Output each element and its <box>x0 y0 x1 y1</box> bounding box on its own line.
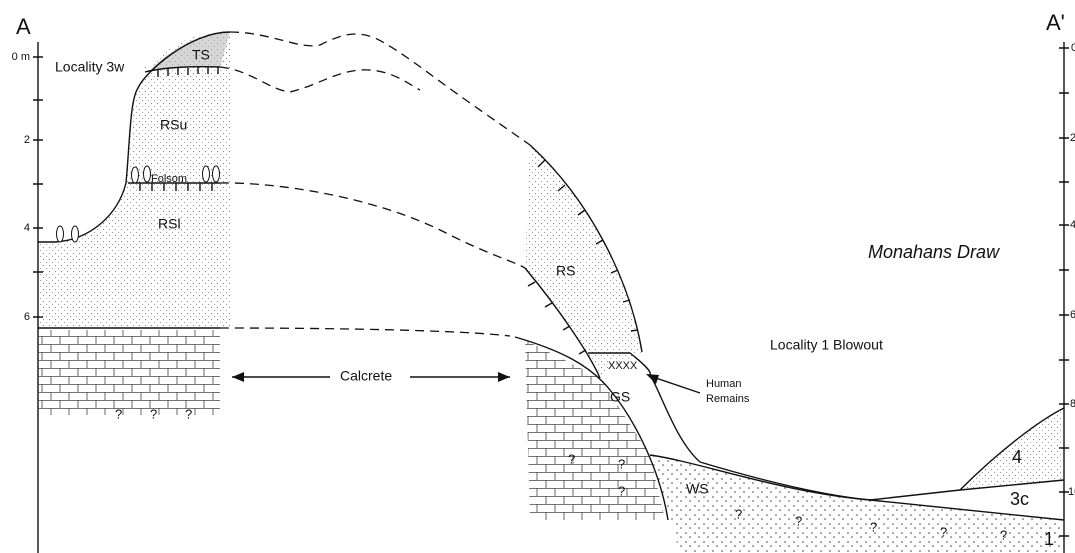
unit-4 <box>870 408 1064 500</box>
label: Locality 3w <box>55 59 125 75</box>
label: 4 <box>1012 447 1022 467</box>
scale-label: 10 <box>1068 486 1075 498</box>
scale-label: 0 m <box>1071 42 1075 54</box>
label: RSl <box>158 216 181 232</box>
label: TS <box>192 47 210 63</box>
question-mark: ? <box>1000 527 1007 542</box>
label: Human <box>706 378 741 390</box>
label: Folsom <box>151 173 187 185</box>
scale-label: 0 m <box>12 51 30 63</box>
label: 1 <box>1044 529 1054 549</box>
label: Monahans Draw <box>868 242 1000 262</box>
folsom-icons <box>56 165 220 243</box>
label: XXXX <box>608 360 638 372</box>
label: 3c <box>1010 489 1029 509</box>
label: WS <box>686 481 709 497</box>
scale-label: 8 <box>1070 398 1075 410</box>
section-start: A <box>16 14 31 39</box>
question-mark: ? <box>115 406 122 421</box>
label: Calcrete <box>340 368 392 384</box>
rs-unit <box>525 145 642 375</box>
label: GS <box>610 389 630 405</box>
scale-label: 2 <box>24 134 30 146</box>
question-mark: ? <box>618 483 625 498</box>
calcrete-right <box>525 340 665 520</box>
question-mark: ? <box>735 506 742 521</box>
section-end: A' <box>1046 10 1065 35</box>
scale-label: 6 <box>24 311 30 323</box>
question-marks: ? ? ? ? ? ? ? ? ? ? ? <box>115 406 1007 542</box>
question-mark: ? <box>618 456 625 471</box>
question-mark: ? <box>185 406 192 421</box>
label: RSu <box>160 117 187 133</box>
label: Remains <box>706 393 750 405</box>
scale-label: 6 <box>1070 309 1075 321</box>
scale-label: 2 <box>1070 132 1075 144</box>
calcrete-left <box>38 330 220 415</box>
question-mark: ? <box>870 519 877 534</box>
scale-label: 4 <box>1070 219 1075 231</box>
question-mark: ? <box>568 451 575 466</box>
scale-label: 4 <box>24 222 30 234</box>
question-mark: ? <box>940 524 947 539</box>
question-mark: ? <box>150 406 157 421</box>
question-mark: ? <box>795 513 802 528</box>
label: RS <box>556 263 575 279</box>
label: Locality 1 Blowout <box>770 337 883 353</box>
